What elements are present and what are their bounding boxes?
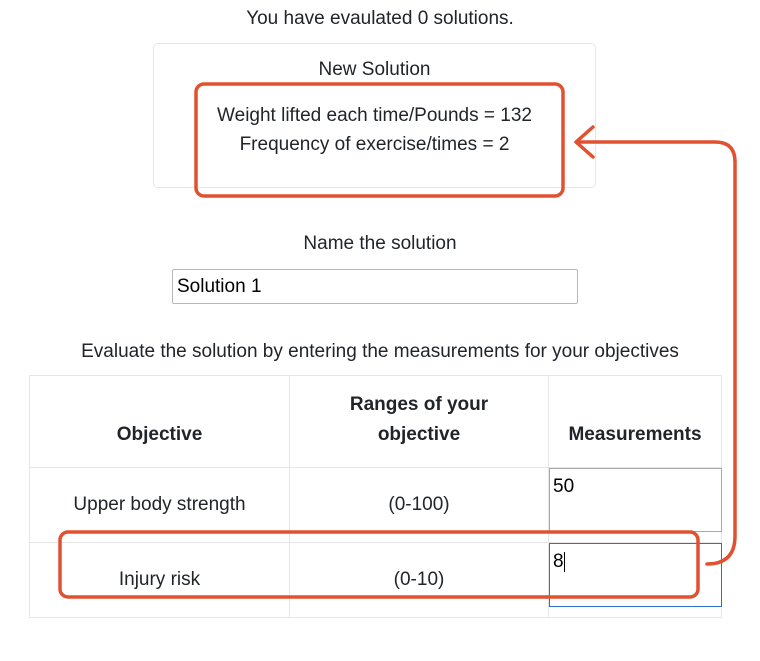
measurement-value: 50 — [553, 476, 575, 497]
header-ranges-line2: objective — [377, 424, 461, 445]
objective-cell: Upper body strength — [29, 467, 290, 543]
header-ranges: Ranges of your objective — [289, 375, 549, 468]
table-row: Injury risk (0-10) 8 — [29, 542, 722, 618]
measurement-cell: 8 — [548, 542, 722, 618]
solution-param-weight: Weight lifted each time/Pounds = 132 — [217, 105, 532, 126]
measurement-value-text: 8 — [553, 551, 564, 572]
header-objective: Objective — [29, 375, 290, 468]
objectives-table: Objective Ranges of your objective Measu… — [29, 375, 722, 618]
range-cell: (0-10) — [289, 542, 549, 618]
table-header-row: Objective Ranges of your objective Measu… — [29, 375, 722, 468]
table-row: Upper body strength (0-100) 50 — [29, 467, 722, 543]
evaluated-count-text: You have evaulated 0 solutions. — [246, 8, 514, 29]
measurement-cell: 50 — [548, 467, 722, 543]
evaluate-instruction: Evaluate the solution by entering the me… — [81, 341, 679, 362]
header-ranges-line1: Ranges of your — [349, 394, 489, 415]
measurement-value: 8 — [553, 551, 565, 573]
name-solution-label: Name the solution — [303, 233, 457, 254]
solution-param-frequency: Frequency of exercise/times = 2 — [239, 134, 510, 155]
solution-name-input[interactable] — [172, 269, 578, 304]
new-solution-card: New Solution Weight lifted each time/Pou… — [153, 43, 596, 188]
range-cell: (0-100) — [289, 467, 549, 543]
text-caret — [563, 552, 565, 572]
measurement-input-upper-body[interactable]: 50 — [549, 468, 722, 532]
objective-cell: Injury risk — [29, 542, 290, 618]
header-measurements: Measurements — [548, 375, 722, 468]
measurement-input-injury-risk[interactable]: 8 — [549, 543, 722, 607]
new-solution-title: New Solution — [318, 59, 431, 80]
